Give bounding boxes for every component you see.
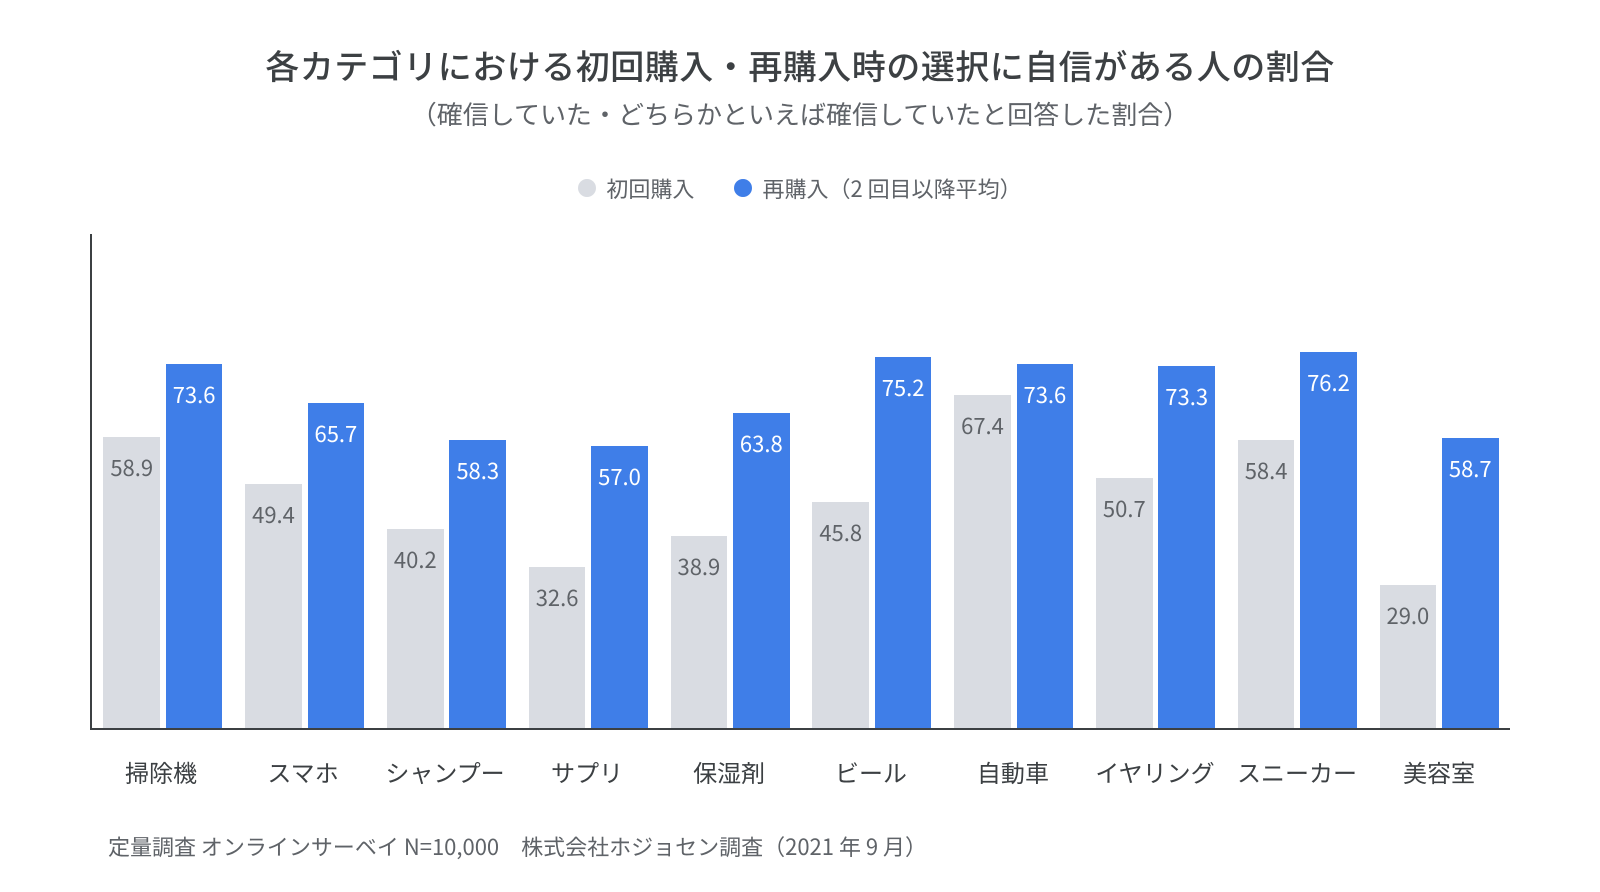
bar-group: 50.7 73.3 — [1085, 234, 1227, 728]
bar-value-label: 63.8 — [733, 427, 790, 459]
bar-first-purchase: 29.0 — [1380, 585, 1437, 728]
bar-repeat-purchase: 73.6 — [166, 364, 223, 728]
legend: 初回購入 再購入（2 回目以降平均） — [90, 172, 1510, 204]
chart-subtitle: （確信していた・どちらかといえば確信していたと回答した割合） — [90, 95, 1510, 132]
bar-first-purchase: 32.6 — [529, 567, 586, 728]
x-axis-label: 掃除機 — [90, 730, 232, 820]
bar-first-purchase: 50.7 — [1096, 478, 1153, 728]
bar-first-purchase: 40.2 — [387, 529, 444, 728]
bar-repeat-purchase: 73.6 — [1017, 364, 1074, 728]
bar-group: 58.4 76.2 — [1226, 234, 1368, 728]
bar-repeat-purchase: 73.3 — [1158, 366, 1215, 728]
chart-container: 各カテゴリにおける初回購入・再購入時の選択に自信がある人の割合 （確信していた・… — [0, 0, 1600, 892]
bar-value-label: 58.4 — [1238, 454, 1295, 486]
bar-value-label: 32.6 — [529, 581, 586, 613]
legend-label-repeat: 再購入（2 回目以降平均） — [762, 172, 1021, 204]
bar-value-label: 45.8 — [812, 516, 869, 548]
bar-group: 32.6 57.0 — [517, 234, 659, 728]
legend-swatch-repeat — [734, 179, 752, 197]
bar-value-label: 67.4 — [954, 409, 1011, 441]
x-axis-label: サプリ — [516, 730, 658, 820]
bar-value-label: 38.9 — [671, 550, 728, 582]
bar-first-purchase: 49.4 — [245, 484, 302, 728]
x-axis-label: スニーカー — [1226, 730, 1368, 820]
bar-group: 45.8 75.2 — [801, 234, 943, 728]
bar-group: 49.4 65.7 — [234, 234, 376, 728]
chart-title: 各カテゴリにおける初回購入・再購入時の選択に自信がある人の割合 — [90, 40, 1510, 89]
x-axis-labels: 掃除機スマホシャンプーサプリ保湿剤ビール自動車イヤリングスニーカー美容室 — [90, 730, 1510, 820]
bar-value-label: 58.3 — [449, 454, 506, 486]
bar-first-purchase: 58.9 — [103, 437, 160, 728]
x-axis-label: スマホ — [232, 730, 374, 820]
footnote: 定量調査 オンラインサーベイ N=10,000 株式会社ホジョセン調査（2021… — [90, 830, 1510, 862]
bar-value-label: 65.7 — [308, 417, 365, 449]
bar-value-label: 40.2 — [387, 543, 444, 575]
plot-region: 58.9 73.6 49.4 65.7 40.2 58.3 32.6 57.0 38.9 63.8… — [90, 234, 1510, 730]
bar-repeat-purchase: 65.7 — [308, 403, 365, 728]
bar-value-label: 49.4 — [245, 498, 302, 530]
x-axis-label: イヤリング — [1084, 730, 1226, 820]
bar-value-label: 76.2 — [1300, 366, 1357, 398]
bar-value-label: 58.9 — [103, 451, 160, 483]
x-axis-label: 美容室 — [1368, 730, 1510, 820]
bar-value-label: 50.7 — [1096, 492, 1153, 524]
bar-value-label: 58.7 — [1442, 452, 1499, 484]
bar-repeat-purchase: 58.7 — [1442, 438, 1499, 728]
legend-label-first: 初回購入 — [606, 172, 694, 204]
x-axis-label: シャンプー — [374, 730, 516, 820]
legend-item-repeat: 再購入（2 回目以降平均） — [734, 172, 1021, 204]
bar-first-purchase: 45.8 — [812, 502, 869, 728]
bar-repeat-purchase: 63.8 — [733, 413, 790, 728]
bar-group: 58.9 73.6 — [92, 234, 234, 728]
bar-group: 38.9 63.8 — [659, 234, 801, 728]
legend-item-first: 初回購入 — [578, 172, 694, 204]
bar-value-label: 73.3 — [1158, 380, 1215, 412]
bar-repeat-purchase: 75.2 — [875, 357, 932, 728]
bar-first-purchase: 67.4 — [954, 395, 1011, 728]
bar-value-label: 57.0 — [591, 460, 648, 492]
bar-value-label: 73.6 — [1017, 378, 1074, 410]
bar-group: 40.2 58.3 — [376, 234, 518, 728]
bar-value-label: 75.2 — [875, 371, 932, 403]
bar-repeat-purchase: 76.2 — [1300, 352, 1357, 728]
x-axis-label: 保湿剤 — [658, 730, 800, 820]
bar-group: 29.0 58.7 — [1368, 234, 1510, 728]
bar-value-label: 73.6 — [166, 378, 223, 410]
bar-groups: 58.9 73.6 49.4 65.7 40.2 58.3 32.6 57.0 38.9 63.8… — [92, 234, 1510, 728]
chart-area: 58.9 73.6 49.4 65.7 40.2 58.3 32.6 57.0 38.9 63.8… — [90, 234, 1510, 820]
bar-group: 67.473.6 — [943, 234, 1085, 728]
bar-first-purchase: 58.4 — [1238, 440, 1295, 728]
bar-first-purchase: 38.9 — [671, 536, 728, 728]
bar-repeat-purchase: 58.3 — [449, 440, 506, 728]
x-axis-label: ビール — [800, 730, 942, 820]
legend-swatch-first — [578, 179, 596, 197]
x-axis-label: 自動車 — [942, 730, 1084, 820]
bar-value-label: 29.0 — [1380, 599, 1437, 631]
bar-repeat-purchase: 57.0 — [591, 446, 648, 728]
